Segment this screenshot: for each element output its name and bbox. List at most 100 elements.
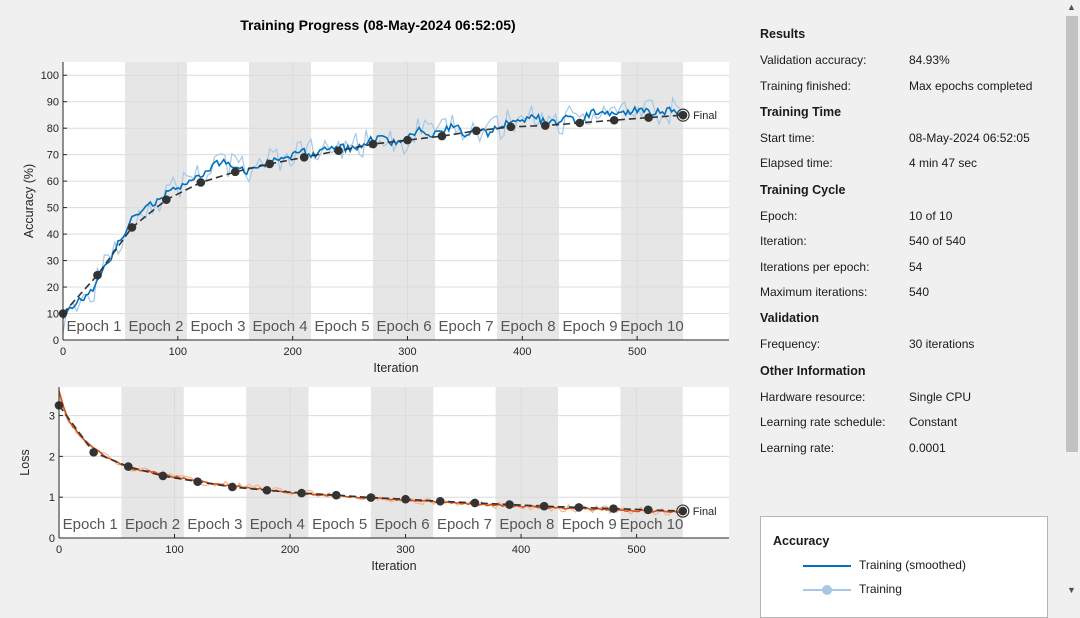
accuracy-validation-point: [196, 178, 206, 187]
legend-marker-training: [822, 585, 832, 595]
loss-validation-point: [470, 498, 480, 508]
loss-validation-point: [643, 505, 653, 515]
max-iterations-label: Maximum iterations:: [760, 285, 868, 299]
frequency-value: 30 iterations: [909, 337, 975, 351]
loss-y-tick-label: 0: [49, 533, 55, 545]
accuracy-validation-point: [299, 153, 309, 162]
loss-y-tick-label: 3: [49, 411, 55, 423]
loss-x-tick-label: 0: [56, 544, 62, 556]
iterations-per-epoch-label: Iterations per epoch:: [760, 260, 870, 274]
accuracy-x-tick-label: 200: [283, 346, 301, 358]
accuracy-epoch-label: Epoch 10: [620, 318, 683, 335]
accuracy-final-label: Final: [693, 110, 717, 122]
accuracy-epoch-band: [497, 62, 560, 340]
loss-validation-point: [89, 447, 98, 457]
loss-validation-point: [262, 485, 272, 495]
validation-heading: Validation: [760, 311, 820, 325]
accuracy-validation-point: [575, 118, 585, 128]
accuracy-final-marker: [676, 108, 690, 122]
loss-epoch-label: Epoch 8: [499, 516, 554, 533]
frequency-label: Frequency:: [760, 337, 821, 351]
accuracy-validation-point: [472, 126, 481, 136]
accuracy-validation-point: [265, 159, 274, 169]
loss-x-tick-label: 500: [627, 544, 645, 556]
training-cycle-heading: Training Cycle: [760, 183, 846, 197]
loss-validation-point: [609, 504, 618, 513]
accuracy-y-axis-label: Accuracy (%): [22, 164, 36, 238]
loss-epoch-band: [246, 387, 309, 538]
legend-label-smoothed: Training (smoothed): [859, 558, 966, 572]
legend-title: Accuracy: [773, 534, 830, 548]
accuracy-y-tick-label: 100: [41, 70, 59, 82]
accuracy-epoch-label: Epoch 2: [128, 318, 183, 335]
accuracy-y-tick-label: 40: [47, 229, 59, 241]
epoch-label: Epoch:: [760, 209, 798, 223]
accuracy-x-tick-label: 500: [628, 346, 646, 358]
loss-epoch-label: Epoch 10: [620, 516, 683, 533]
loss-epoch-label: Epoch 9: [562, 516, 617, 533]
scroll-down-icon[interactable]: ▼: [1067, 585, 1076, 595]
accuracy-y-tick-label: 80: [47, 123, 59, 135]
loss-validation-point: [158, 471, 168, 481]
scroll-up-icon[interactable]: ▲: [1067, 2, 1076, 12]
loss-epoch-band: [121, 387, 184, 538]
accuracy-epoch-label: Epoch 8: [501, 318, 556, 335]
accuracy-validation-point: [230, 167, 240, 177]
loss-validation-point: [193, 477, 202, 486]
accuracy-y-tick-label: 60: [47, 176, 59, 188]
accuracy-epoch-label: Epoch 1: [66, 318, 121, 335]
hardware-label: Hardware resource:: [760, 390, 866, 404]
legend-label-training: Training: [859, 582, 902, 596]
training-finished-label: Training finished:: [760, 79, 851, 93]
accuracy-validation-point: [437, 131, 447, 141]
loss-x-axis-label: Iteration: [371, 559, 416, 573]
elapsed-time-label: Elapsed time:: [760, 156, 833, 170]
iteration-value: 540 of 540: [909, 234, 966, 248]
loss-final-marker: [676, 504, 690, 518]
epoch-value: 10 of 10: [909, 209, 953, 223]
accuracy-x-tick-label: 400: [513, 346, 531, 358]
validation-accuracy-value: 84.93%: [909, 53, 950, 67]
learning-rate-value: 0.0001: [909, 441, 946, 455]
vertical-scrollbar[interactable]: ▲ ▼: [1064, 0, 1080, 600]
accuracy-validation-point: [93, 270, 102, 280]
accuracy-epoch-band: [373, 62, 436, 340]
loss-final-point: [678, 507, 687, 516]
loss-validation-point: [574, 503, 584, 512]
start-time-value: 08-May-2024 06:52:05: [909, 131, 1030, 145]
loss-validation-point: [505, 500, 514, 509]
loss-epoch-band: [495, 387, 559, 538]
loss-validation-point: [297, 488, 306, 498]
iteration-label: Iteration:: [760, 234, 807, 248]
loss-epoch-label: Epoch 6: [375, 516, 430, 533]
accuracy-x-tick-label: 300: [398, 346, 416, 358]
loss-x-tick-label: 300: [396, 544, 414, 556]
loss-epoch-band: [370, 387, 434, 538]
accuracy-y-tick-label: 50: [47, 203, 59, 215]
accuracy-epoch-label: Epoch 6: [377, 318, 432, 335]
accuracy-x-tick-label: 0: [60, 346, 66, 358]
validation-accuracy-label: Validation accuracy:: [760, 53, 867, 67]
loss-y-axis-label: Loss: [18, 449, 32, 475]
accuracy-epoch-label: Epoch 7: [439, 318, 494, 335]
learning-rate-label: Learning rate:: [760, 441, 835, 455]
loss-validation-point: [124, 462, 133, 471]
loss-validation-point: [401, 494, 410, 504]
accuracy-epoch-label: Epoch 9: [563, 318, 618, 335]
loss-x-tick-label: 100: [165, 544, 183, 556]
accuracy-x-axis-label: Iteration: [373, 361, 418, 375]
loss-validation-point: [435, 496, 445, 506]
loss-validation-point: [227, 482, 237, 492]
loss-validation-point: [331, 490, 341, 500]
accuracy-epoch-label: Epoch 3: [190, 318, 245, 335]
training-plots: Training Progress (08-May-2024 06:52:05)…: [18, 17, 729, 573]
start-time-label: Start time:: [760, 131, 815, 145]
loss-validation-point: [539, 501, 549, 511]
legend-swatch-smoothed: [803, 565, 851, 567]
loss-y-tick-label: 1: [49, 492, 55, 504]
training-time-heading: Training Time: [760, 105, 842, 119]
loss-final-label: Final: [693, 506, 717, 518]
scroll-thumb[interactable]: [1066, 16, 1078, 452]
loss-validation-point: [366, 493, 376, 502]
accuracy-y-tick-label: 0: [53, 335, 59, 347]
